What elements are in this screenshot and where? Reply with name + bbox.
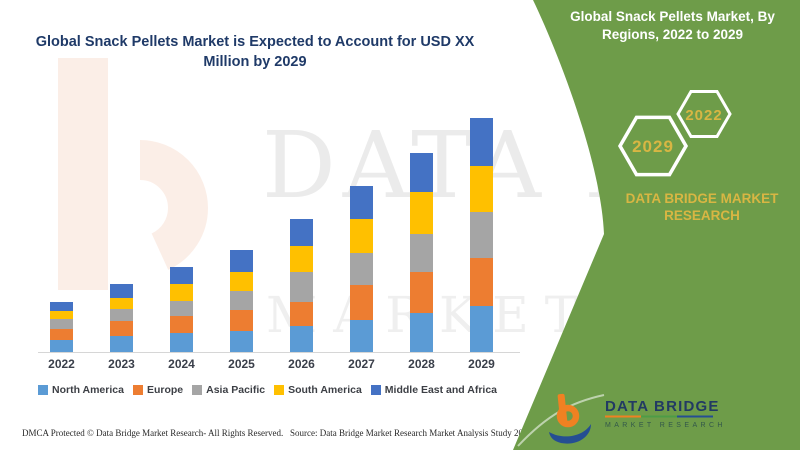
bar-segment-asia-pacific bbox=[230, 291, 253, 310]
bar-segment-asia-pacific bbox=[50, 319, 73, 329]
bar-segment-europe bbox=[410, 272, 433, 313]
hexagon-2022-label: 2022 bbox=[685, 107, 722, 124]
watermark-b-stem bbox=[58, 58, 108, 290]
source-citation: Source: Data Bridge Market Research Mark… bbox=[290, 428, 532, 438]
logo-strip-orange bbox=[605, 415, 641, 418]
bar-segment-south-america bbox=[170, 284, 193, 301]
hexagon-2029-badge bbox=[617, 115, 689, 177]
legend-label: South America bbox=[288, 384, 362, 396]
bar-segment-south-america bbox=[110, 298, 133, 309]
bar-segment-middle-east-and-africa bbox=[170, 267, 193, 284]
hexagon-badges: 2029 2022 bbox=[617, 90, 732, 177]
bar-segment-europe bbox=[170, 316, 193, 333]
bar-segment-south-america bbox=[410, 192, 433, 234]
logo-b-bowl bbox=[556, 404, 580, 428]
legend-item: Asia Pacific bbox=[192, 384, 265, 396]
bar-segment-europe bbox=[230, 310, 253, 331]
x-axis-label: 2025 bbox=[228, 357, 255, 371]
bar-segment-north-america bbox=[110, 336, 133, 352]
bar-segment-middle-east-and-africa bbox=[230, 250, 253, 272]
bar-segment-north-america bbox=[230, 331, 253, 352]
x-axis-label: 2027 bbox=[348, 357, 375, 371]
bar-segment-south-america bbox=[50, 311, 73, 319]
legend-swatch bbox=[37, 385, 48, 395]
chart-headline: Global Snack Pellets Market is Expected … bbox=[35, 34, 475, 70]
pink-logo-watermark bbox=[58, 58, 208, 290]
bar-segment-south-america bbox=[470, 166, 493, 212]
bar-segment-north-america bbox=[170, 333, 193, 352]
bar-segment-south-america bbox=[290, 246, 313, 272]
dmca-notice: DMCA Protected © Data Bridge Market Rese… bbox=[22, 428, 284, 438]
x-axis-label: 2028 bbox=[408, 357, 435, 371]
bar-segment-north-america bbox=[50, 340, 73, 352]
bar-segment-asia-pacific bbox=[350, 253, 373, 285]
bar-segment-north-america bbox=[290, 326, 313, 352]
bar-segment-asia-pacific bbox=[110, 309, 133, 321]
bar-segment-middle-east-and-africa bbox=[110, 284, 133, 298]
legend-swatch bbox=[132, 385, 143, 395]
x-axis-label: 2026 bbox=[288, 357, 315, 371]
legend-item: Europe bbox=[132, 384, 184, 396]
x-axis-label: 2023 bbox=[108, 357, 135, 371]
bar-segment-middle-east-and-africa bbox=[470, 118, 493, 166]
green-region bbox=[513, 0, 800, 450]
x-axis-label: 2022 bbox=[48, 357, 75, 371]
side-panel-title: Global Snack Pellets Market, By Regions,… bbox=[570, 9, 775, 42]
bar-segment-europe bbox=[50, 329, 73, 340]
bar-segment-europe bbox=[290, 302, 313, 326]
brand-name: DATA BRIDGE MARKET RESEARCH bbox=[625, 191, 779, 223]
x-axis-label: 2024 bbox=[168, 357, 195, 371]
bar-segment-south-america bbox=[230, 272, 253, 291]
logo-strip-green bbox=[641, 415, 677, 418]
logo-subtitle-text: MARKET RESEARCH bbox=[605, 422, 725, 429]
bar-segment-middle-east-and-africa bbox=[50, 302, 73, 311]
chart-legend: North America Europe Asia Pacific South Ame… bbox=[15, 384, 520, 396]
bar-segment-north-america bbox=[350, 320, 373, 352]
bar-segment-asia-pacific bbox=[470, 212, 493, 258]
logo-swoosh bbox=[549, 424, 591, 444]
bar-segment-asia-pacific bbox=[410, 234, 433, 272]
bar-segment-europe bbox=[470, 258, 493, 306]
hexagon-2029-label: 2029 bbox=[632, 137, 674, 156]
logo-strip-blue bbox=[677, 415, 713, 418]
bar-segment-north-america bbox=[470, 306, 493, 352]
legend-label: North America bbox=[51, 384, 124, 396]
legend-swatch bbox=[370, 385, 381, 395]
stacked-bar-chart: 2022 2023 2024 2025 2026 2027 2028 2029 bbox=[38, 95, 520, 371]
legend-label: Asia Pacific bbox=[206, 384, 266, 396]
logo-title-text: DATA BRIDGE bbox=[605, 398, 720, 415]
legend-item: Middle East and Africa bbox=[370, 384, 498, 396]
bar-segment-middle-east-and-africa bbox=[350, 186, 373, 219]
bar-segment-middle-east-and-africa bbox=[290, 219, 313, 246]
bar-segment-south-america bbox=[350, 219, 373, 253]
bar-segment-north-america bbox=[410, 313, 433, 352]
bar-segment-europe bbox=[350, 285, 373, 320]
legend-label: Europe bbox=[146, 384, 184, 396]
watermark-b-bowl bbox=[72, 140, 208, 276]
x-axis-label: 2029 bbox=[468, 357, 495, 371]
bar-segment-middle-east-and-africa bbox=[410, 153, 433, 192]
legend-swatch bbox=[192, 385, 203, 395]
legend-label: Middle East and Africa bbox=[384, 384, 498, 396]
data-bridge-logo: DATA BRIDGE MARKET RESEARCH bbox=[549, 393, 725, 444]
bar-segment-asia-pacific bbox=[290, 272, 313, 302]
legend-swatch bbox=[274, 385, 285, 395]
legend-item: North America bbox=[37, 384, 124, 396]
legend-item: South America bbox=[274, 384, 362, 396]
bar-segment-asia-pacific bbox=[170, 301, 193, 316]
hexagon-2022-badge bbox=[676, 90, 732, 138]
bar-segment-europe bbox=[110, 321, 133, 336]
